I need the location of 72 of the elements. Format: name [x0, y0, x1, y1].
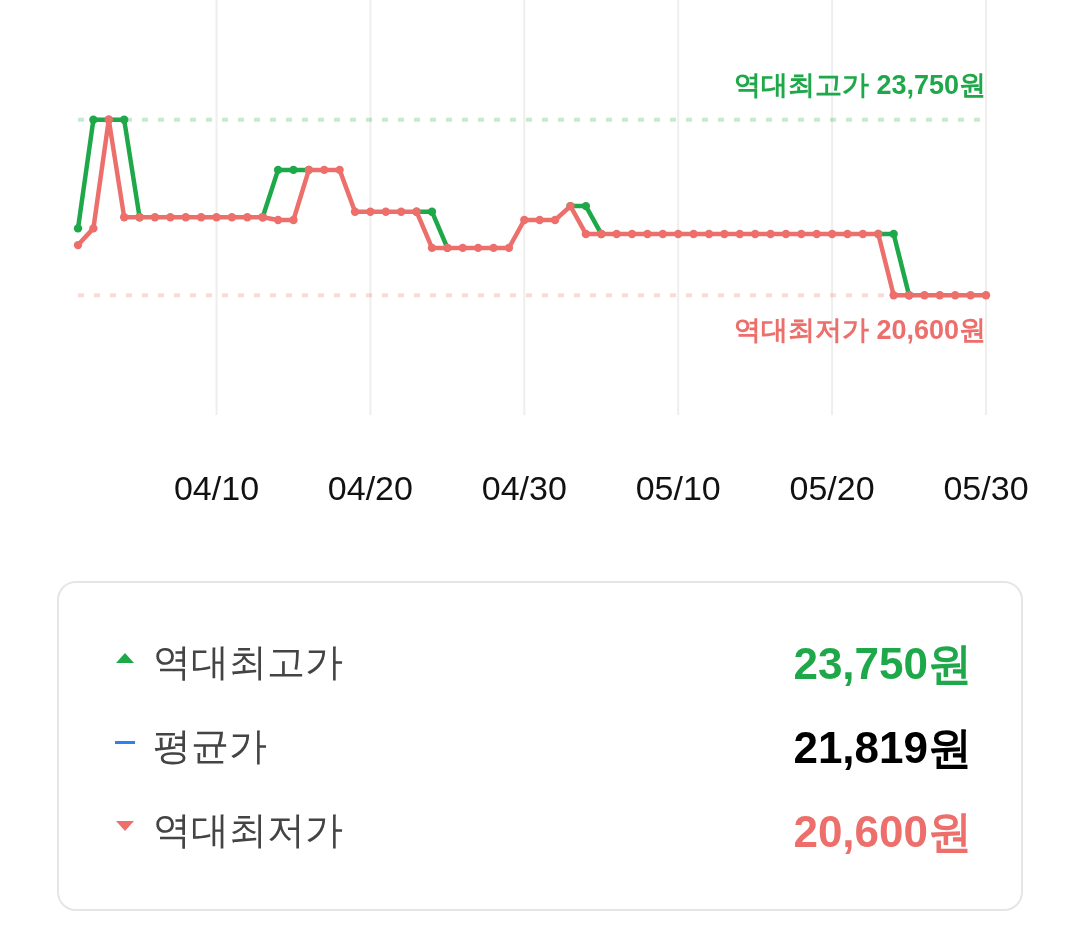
point: [381, 207, 390, 216]
point: [427, 207, 437, 216]
point: [273, 215, 283, 225]
x-tick-label: 05/10: [635, 469, 721, 507]
point: [89, 224, 98, 233]
point: [350, 207, 360, 216]
point: [981, 291, 991, 300]
point: [520, 215, 529, 225]
point: [535, 215, 544, 225]
point: [827, 229, 837, 239]
point: [150, 213, 160, 222]
ref-line-label: 역대최저가 20,600원: [733, 315, 986, 346]
point: [612, 229, 621, 239]
point: [951, 291, 960, 300]
point: [689, 229, 698, 239]
point: [627, 229, 637, 239]
point: [643, 229, 652, 239]
point: [335, 165, 344, 175]
point: [858, 229, 868, 239]
point: [889, 291, 898, 300]
point: [504, 243, 514, 253]
point: [243, 213, 252, 222]
point: [73, 224, 83, 233]
point: [704, 229, 714, 239]
point: [427, 243, 437, 253]
ref-line-label: 역대최고가 23,750원: [733, 69, 986, 100]
text: 21,819원: [793, 723, 972, 772]
text: 23,750원: [793, 639, 972, 688]
point: [273, 165, 283, 175]
point: [212, 213, 221, 222]
point: [289, 165, 298, 175]
point: [935, 291, 945, 300]
point: [674, 229, 683, 239]
point: [750, 229, 760, 239]
x-tick-label: 04/10: [173, 469, 260, 507]
point: [550, 215, 560, 225]
point: [289, 215, 298, 225]
point: [196, 213, 206, 222]
point: [843, 229, 852, 239]
point: [119, 213, 129, 222]
point: [812, 229, 821, 239]
point: [366, 207, 375, 216]
point: [89, 115, 98, 124]
point: [396, 207, 406, 216]
x-tick-label: 04/20: [327, 469, 413, 507]
point: [489, 243, 498, 253]
x-tick-label: 04/30: [481, 469, 567, 507]
x-tick-label: 05/20: [789, 469, 875, 507]
point: [735, 229, 744, 239]
point: [181, 213, 190, 222]
point: [166, 213, 175, 222]
point: [766, 229, 775, 239]
point: [458, 243, 467, 253]
category-label: 역대최고가: [153, 641, 343, 683]
point: [920, 291, 929, 300]
point: [119, 115, 129, 124]
point: [966, 291, 975, 300]
point: [797, 229, 806, 239]
text: 20,600원: [793, 807, 972, 856]
x-tick-label: 05/30: [943, 469, 1029, 507]
point: [73, 240, 83, 250]
point: [473, 243, 483, 253]
point: [227, 213, 237, 222]
category-label: 역대최저가: [153, 809, 343, 851]
point: [581, 229, 591, 239]
point: [581, 201, 591, 211]
point: [658, 229, 668, 239]
category-label: 평균가: [153, 725, 267, 767]
point: [320, 165, 329, 175]
point: [781, 229, 791, 239]
point: [889, 229, 898, 239]
point: [720, 229, 729, 239]
